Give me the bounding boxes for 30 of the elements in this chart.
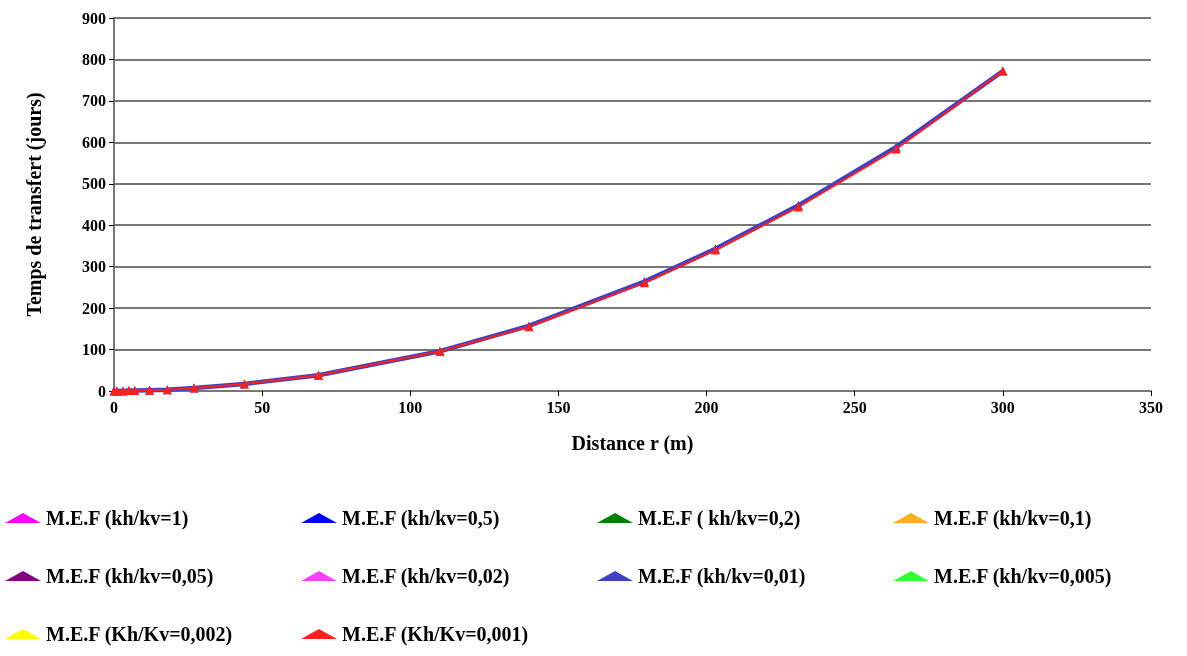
legend-label: M.E.F (kh/kv=0,02): [342, 565, 510, 588]
x-tick-label: 200: [694, 398, 719, 416]
legend-label: M.E.F (kh/kv=0,005): [934, 565, 1112, 588]
y-axis-title: Temps de transfert (jours): [23, 92, 46, 317]
y-tick-label: 100: [82, 341, 106, 359]
legend-label: M.E.F (kh/kv=0,5): [342, 507, 500, 530]
legend-label: M.E.F (Kh/Kv=0,001): [342, 623, 529, 646]
y-tick-label: 600: [82, 133, 106, 151]
x-tick-label: 50: [254, 398, 271, 416]
x-tick-label: 150: [546, 398, 571, 416]
x-tick-label: 300: [990, 398, 1015, 416]
y-tick-label: 500: [82, 175, 106, 193]
legend-label: M.E.F (Kh/Kv=0,002): [46, 623, 233, 646]
legend-label: M.E.F ( kh/kv=0,2): [638, 507, 801, 530]
y-tick-label: 700: [82, 92, 106, 110]
x-axis-title: Distance r (m): [571, 432, 694, 455]
y-tick-label: 800: [82, 50, 106, 68]
x-tick-label: 250: [842, 398, 867, 416]
legend-label: M.E.F (kh/kv=0,1): [934, 507, 1092, 530]
legend-label: M.E.F (kh/kv=0,05): [46, 565, 214, 588]
x-tick-label: 0: [110, 398, 118, 416]
x-tick-label: 100: [398, 398, 423, 416]
x-tick-label: 350: [1139, 398, 1163, 416]
legend-label: M.E.F (kh/kv=0,01): [638, 565, 806, 588]
y-tick-label: 0: [98, 382, 106, 400]
y-tick-label: 300: [82, 258, 106, 276]
y-tick-label: 900: [82, 9, 106, 27]
y-tick-label: 200: [82, 299, 106, 317]
legend-label: M.E.F (kh/kv=1): [46, 507, 189, 530]
y-tick-label: 400: [82, 216, 106, 234]
